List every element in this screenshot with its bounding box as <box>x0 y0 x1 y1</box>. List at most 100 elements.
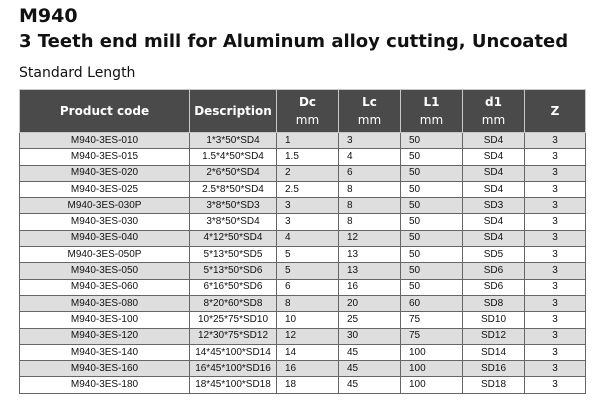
table-header-row: Product code Description Dc mm Lc mm L1 mm … <box>19 89 586 133</box>
lc-cell: 45 <box>338 376 401 394</box>
l1-cell: 100 <box>400 343 463 362</box>
product-code-cell: M940-3ES-160 <box>19 360 190 378</box>
l1-cell: 50 <box>400 164 463 182</box>
section-subtitle: Standard Length <box>19 65 136 81</box>
z-cell: 3 <box>524 294 586 313</box>
l1-cell: 100 <box>400 376 463 394</box>
page-title: 3 Teeth end mill for Aluminum alloy cutt… <box>19 31 569 52</box>
lc-cell: 16 <box>338 278 401 296</box>
header-d1: d1 mm <box>462 89 525 133</box>
z-cell: 3 <box>524 327 586 345</box>
table-row: M940-3ES-140 14*45*100*SD14 14 45 100 SD14 3 <box>19 343 586 362</box>
d1-cell: SD4 <box>462 131 525 150</box>
product-code-cell: M940-3ES-080 <box>19 294 190 313</box>
dc-cell: 8 <box>276 294 339 313</box>
dc-cell: 5 <box>276 262 339 280</box>
z-cell: 3 <box>524 229 586 248</box>
d1-cell: SD4 <box>462 229 525 248</box>
z-cell: 3 <box>524 131 586 150</box>
lc-cell: 45 <box>338 343 401 362</box>
dc-cell: 12 <box>276 327 339 345</box>
lc-cell: 20 <box>338 294 401 313</box>
l1-cell: 50 <box>400 148 463 166</box>
l1-cell: 50 <box>400 197 463 215</box>
description-cell: 16*45*100*SD16 <box>189 360 277 378</box>
lc-cell: 25 <box>338 311 401 329</box>
table-row: M940-3ES-050P 5*13*50*SD5 5 13 50 SD5 3 <box>19 246 586 264</box>
table-body: M940-3ES-010 1*3*50*SD4 1 3 50 SD4 3 M940-3ES-0… <box>19 131 586 394</box>
z-cell: 3 <box>524 343 586 362</box>
z-cell: 3 <box>524 148 586 166</box>
dc-cell: 10 <box>276 311 339 329</box>
lc-cell: 13 <box>338 246 401 264</box>
lc-cell: 13 <box>338 262 401 280</box>
d1-cell: SD16 <box>462 360 525 378</box>
l1-cell: 50 <box>400 213 463 231</box>
dc-cell: 1.5 <box>276 148 339 166</box>
z-cell: 3 <box>524 164 586 182</box>
table-row: M940-3ES-020 2*6*50*SD4 2 6 50 SD4 3 <box>19 164 586 182</box>
l1-cell: 75 <box>400 311 463 329</box>
l1-cell: 100 <box>400 360 463 378</box>
l1-cell: 75 <box>400 327 463 345</box>
lc-cell: 12 <box>338 229 401 248</box>
z-cell: 3 <box>524 262 586 280</box>
product-code-cell: M940-3ES-025 <box>19 180 190 199</box>
dc-cell: 5 <box>276 246 339 264</box>
table-row: M940-3ES-050 5*13*50*SD6 5 13 50 SD6 3 <box>19 262 586 280</box>
dc-cell: 4 <box>276 229 339 248</box>
dc-cell: 3 <box>276 213 339 231</box>
lc-cell: 8 <box>338 180 401 199</box>
d1-cell: SD4 <box>462 164 525 182</box>
z-cell: 3 <box>524 360 586 378</box>
header-l1: L1 mm <box>400 89 463 133</box>
product-code-cell: M940-3ES-050P <box>19 246 190 264</box>
lc-cell: 8 <box>338 213 401 231</box>
header-description: Description <box>189 89 277 133</box>
d1-cell: SD18 <box>462 376 525 394</box>
product-code-cell: M940-3ES-030P <box>19 197 190 215</box>
header-lc: Lc mm <box>338 89 401 133</box>
l1-cell: 50 <box>400 278 463 296</box>
description-cell: 5*13*50*SD5 <box>189 246 277 264</box>
lc-cell: 6 <box>338 164 401 182</box>
header-dc: Dc mm <box>276 89 339 133</box>
table-row: M940-3ES-060 6*16*50*SD6 6 16 50 SD6 3 <box>19 278 586 296</box>
description-cell: 5*13*50*SD6 <box>189 262 277 280</box>
dc-cell: 14 <box>276 343 339 362</box>
d1-cell: SD4 <box>462 148 525 166</box>
table-row: M940-3ES-080 8*20*60*SD8 8 20 60 SD8 3 <box>19 294 586 313</box>
product-code-cell: M940-3ES-015 <box>19 148 190 166</box>
lc-cell: 30 <box>338 327 401 345</box>
d1-cell: SD4 <box>462 180 525 199</box>
dc-cell: 1 <box>276 131 339 150</box>
spec-table: Product code Description Dc mm Lc mm L1 mm … <box>19 89 586 394</box>
l1-cell: 50 <box>400 246 463 264</box>
table-row: M940-3ES-100 10*25*75*SD10 10 25 75 SD10 3 <box>19 311 586 329</box>
product-code-cell: M940-3ES-010 <box>19 131 190 150</box>
d1-cell: SD10 <box>462 311 525 329</box>
product-code-cell: M940-3ES-020 <box>19 164 190 182</box>
dc-cell: 3 <box>276 197 339 215</box>
description-cell: 18*45*100*SD18 <box>189 376 277 394</box>
d1-cell: SD12 <box>462 327 525 345</box>
table-row: M940-3ES-040 4*12*50*SD4 4 12 50 SD4 3 <box>19 229 586 248</box>
d1-cell: SD6 <box>462 262 525 280</box>
z-cell: 3 <box>524 376 586 394</box>
description-cell: 4*12*50*SD4 <box>189 229 277 248</box>
z-cell: 3 <box>524 213 586 231</box>
table-row: M940-3ES-120 12*30*75*SD12 12 30 75 SD12 3 <box>19 327 586 345</box>
description-cell: 1*3*50*SD4 <box>189 131 277 150</box>
description-cell: 3*8*50*SD4 <box>189 213 277 231</box>
lc-cell: 4 <box>338 148 401 166</box>
table-row: M940-3ES-160 16*45*100*SD16 16 45 100 SD16 3 <box>19 360 586 378</box>
product-code-cell: M940-3ES-030 <box>19 213 190 231</box>
z-cell: 3 <box>524 311 586 329</box>
model-heading: M940 <box>19 5 78 27</box>
d1-cell: SD14 <box>462 343 525 362</box>
lc-cell: 8 <box>338 197 401 215</box>
d1-cell: SD6 <box>462 278 525 296</box>
table-row: M940-3ES-180 18*45*100*SD18 18 45 100 SD18 3 <box>19 376 586 394</box>
product-code-cell: M940-3ES-040 <box>19 229 190 248</box>
lc-cell: 45 <box>338 360 401 378</box>
